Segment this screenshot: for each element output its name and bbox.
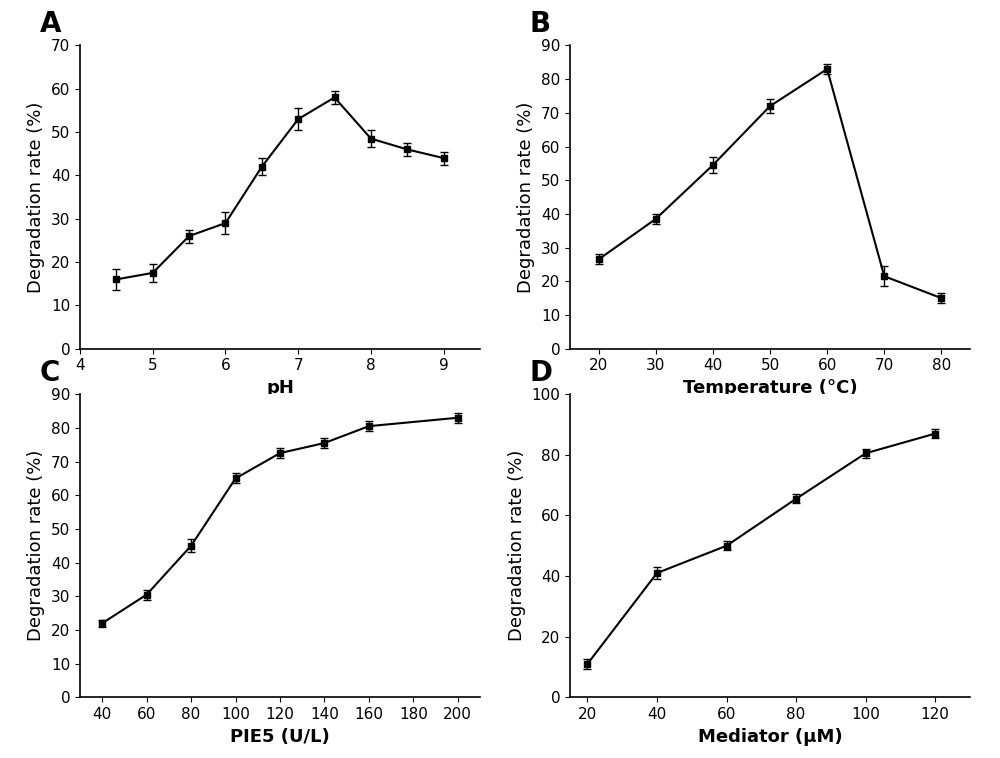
Y-axis label: Degradation rate (%): Degradation rate (%) [508,450,526,641]
Text: A: A [40,10,62,38]
X-axis label: Mediator (μM): Mediator (μM) [698,728,842,746]
Y-axis label: Degradation rate (%): Degradation rate (%) [517,102,535,293]
X-axis label: PIE5 (U/L): PIE5 (U/L) [230,728,330,746]
Text: B: B [530,10,551,38]
X-axis label: pH: pH [266,379,294,397]
X-axis label: Temperature (°C): Temperature (°C) [683,379,857,397]
Text: C: C [40,359,60,387]
Y-axis label: Degradation rate (%): Degradation rate (%) [27,450,45,641]
Y-axis label: Degradation rate (%): Degradation rate (%) [27,102,45,293]
Text: D: D [530,359,553,387]
